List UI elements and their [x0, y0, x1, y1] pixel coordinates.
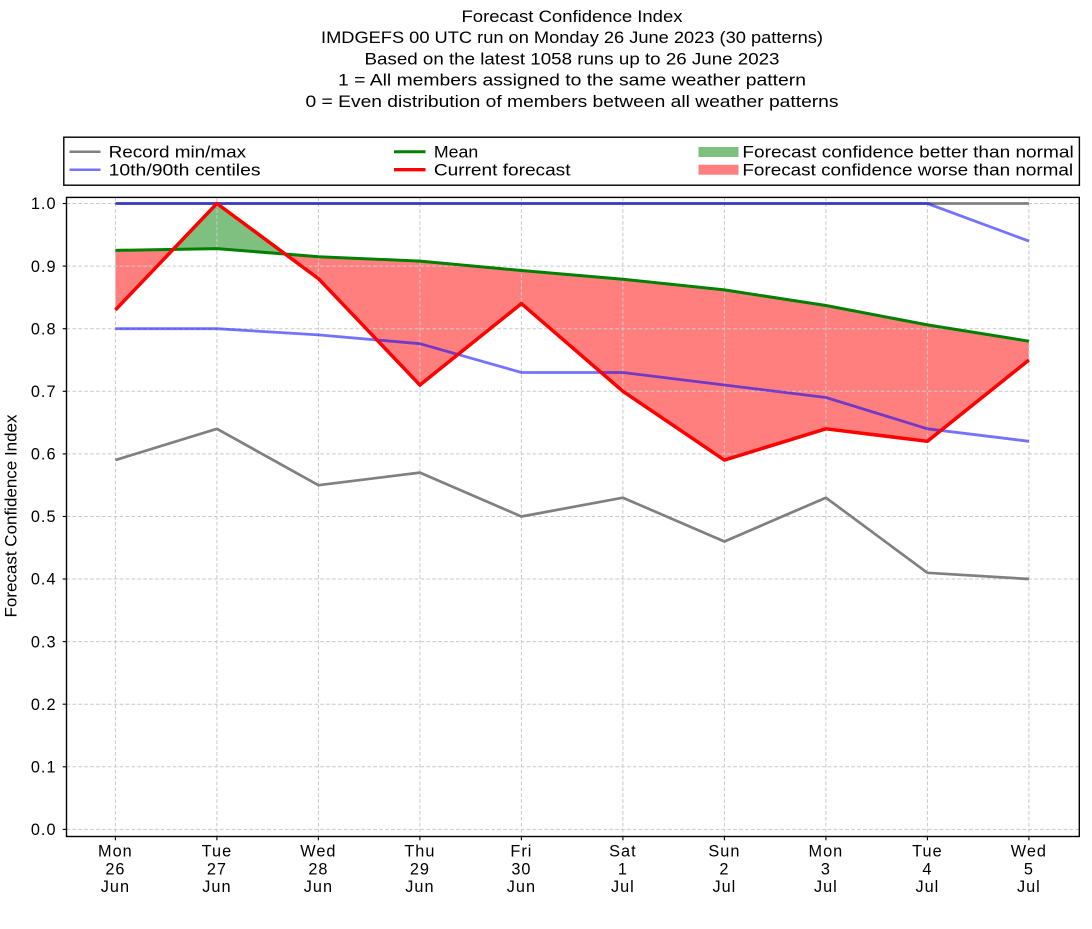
svg-text:0.6: 0.6 — [31, 446, 57, 464]
svg-text:Tue: Tue — [912, 843, 942, 861]
svg-text:Jun: Jun — [304, 878, 333, 896]
svg-text:Forecast Confidence Index: Forecast Confidence Index — [462, 8, 683, 26]
svg-text:0.3: 0.3 — [31, 633, 57, 651]
svg-text:1 = All members assigned to th: 1 = All members assigned to the same wea… — [338, 72, 806, 90]
svg-text:Forecast confidence better tha: Forecast confidence better than normal — [742, 143, 1073, 161]
svg-text:0.5: 0.5 — [31, 508, 57, 526]
svg-text:Forecast Confidence Index: Forecast Confidence Index — [3, 415, 21, 618]
svg-text:Jul: Jul — [915, 878, 939, 896]
svg-text:Jul: Jul — [1017, 878, 1041, 896]
svg-text:26: 26 — [105, 860, 125, 878]
svg-text:0.1: 0.1 — [31, 759, 57, 777]
svg-text:Jun: Jun — [202, 878, 231, 896]
svg-text:Wed: Wed — [1011, 843, 1047, 861]
svg-text:1: 1 — [618, 860, 628, 878]
svg-text:Wed: Wed — [300, 843, 336, 861]
svg-text:2: 2 — [719, 860, 729, 878]
svg-text:Mean: Mean — [434, 143, 478, 161]
svg-text:Mon: Mon — [809, 843, 844, 861]
svg-text:4: 4 — [922, 860, 932, 878]
svg-text:Thu: Thu — [404, 843, 435, 861]
svg-text:0.7: 0.7 — [31, 383, 57, 401]
svg-text:0.8: 0.8 — [31, 320, 57, 338]
svg-text:0.4: 0.4 — [31, 571, 57, 589]
svg-text:3: 3 — [821, 860, 831, 878]
svg-text:27: 27 — [207, 860, 227, 878]
svg-text:Record min/max: Record min/max — [109, 143, 247, 161]
svg-text:Forecast confidence worse than: Forecast confidence worse than normal — [742, 161, 1073, 179]
svg-text:0.0: 0.0 — [31, 821, 57, 839]
svg-text:0.2: 0.2 — [31, 696, 57, 714]
svg-text:Based on the latest 1058 runs: Based on the latest 1058 runs up to 26 J… — [365, 50, 780, 68]
svg-text:Jul: Jul — [712, 878, 736, 896]
svg-text:Current forecast: Current forecast — [434, 161, 571, 179]
svg-text:5: 5 — [1024, 860, 1034, 878]
svg-text:Sun: Sun — [708, 843, 740, 861]
svg-text:29: 29 — [410, 860, 430, 878]
svg-text:0.9: 0.9 — [31, 258, 57, 276]
svg-text:10th/90th centiles: 10th/90th centiles — [109, 161, 261, 179]
svg-text:0 = Even distribution of membe: 0 = Even distribution of members between… — [306, 93, 839, 111]
svg-text:Jul: Jul — [814, 878, 838, 896]
svg-text:Jun: Jun — [507, 878, 536, 896]
svg-text:Tue: Tue — [202, 843, 232, 861]
svg-text:Jun: Jun — [101, 878, 130, 896]
svg-text:Sat: Sat — [609, 843, 636, 861]
svg-text:Mon: Mon — [98, 843, 133, 861]
svg-text:30: 30 — [511, 860, 531, 878]
svg-text:Fri: Fri — [510, 843, 532, 861]
svg-text:Jul: Jul — [611, 878, 635, 896]
svg-text:28: 28 — [308, 860, 328, 878]
svg-text:1.0: 1.0 — [31, 195, 57, 213]
svg-text:IMDGEFS 00 UTC run on Monday 2: IMDGEFS 00 UTC run on Monday 26 June 202… — [321, 29, 823, 47]
svg-text:Jun: Jun — [405, 878, 434, 896]
